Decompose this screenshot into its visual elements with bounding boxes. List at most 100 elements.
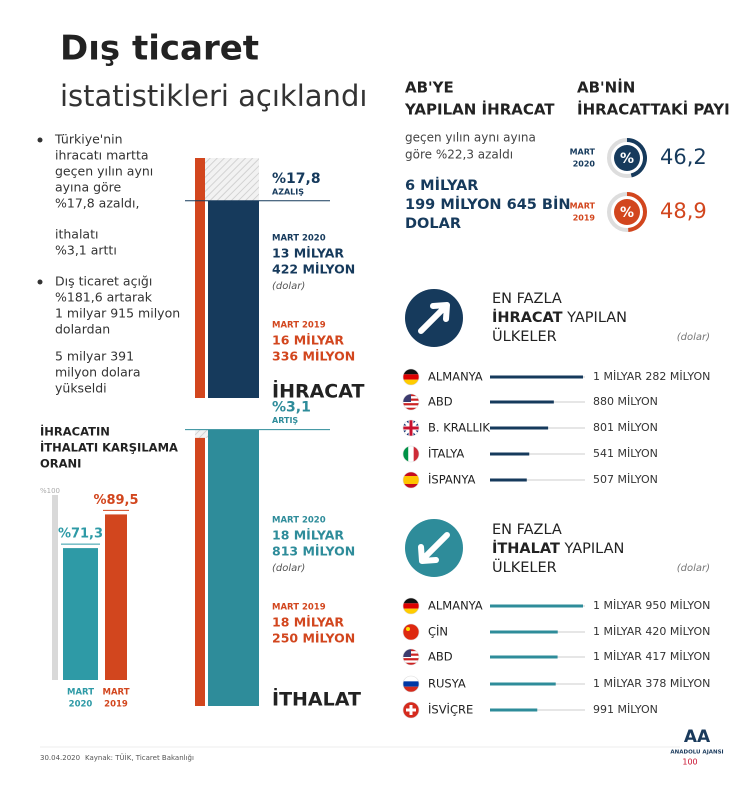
agency: ANADOLU AJANSI (670, 750, 723, 756)
title: Dış ticaret (60, 29, 259, 69)
list-heading: EN FAZLA (492, 291, 562, 307)
value-line: 250 MİLYON (272, 631, 355, 646)
difference-hatch (195, 158, 259, 201)
change-label: AZALIŞ (272, 187, 304, 196)
flag-ring (402, 393, 420, 411)
period: MART (67, 688, 94, 698)
flag-body (403, 624, 419, 640)
donut-arc (626, 192, 647, 232)
country-value: 507 MİLYON (593, 473, 658, 486)
flag-body (403, 446, 419, 462)
country-bar (490, 604, 583, 608)
country-bar (490, 426, 549, 430)
max-track (52, 495, 58, 680)
country: ÇİN (428, 624, 448, 639)
flag-body (403, 676, 419, 692)
flag-part (403, 676, 419, 682)
flag (402, 701, 420, 719)
unit: (dolar) (677, 332, 710, 343)
flag (402, 597, 420, 615)
flag-part (409, 420, 413, 436)
heading-part: YAPILAN (560, 541, 624, 557)
eu-note: göre %22,3 azaldı (405, 148, 513, 162)
period: MART 2019 (272, 321, 326, 331)
flag-ring (402, 648, 420, 666)
value-line: 16 MİLYAR (272, 333, 344, 348)
flag-part (403, 662, 419, 665)
flag-ring (402, 419, 420, 437)
donut-core (614, 199, 640, 225)
period: MART 2020 (272, 516, 326, 526)
coverage-title: ORANI (40, 457, 81, 471)
flag-body (403, 702, 419, 718)
summary-line: %3,1 arttı (55, 243, 117, 258)
flag-part (403, 660, 419, 663)
value-label: %89,5 (93, 493, 138, 508)
flag-part (403, 686, 419, 692)
change-value: %3,1 (272, 400, 311, 416)
eu-heading: AB'YE (405, 79, 454, 97)
section-label: İHRACAT (272, 379, 364, 403)
flag-part (403, 379, 419, 385)
donut-icon: % (620, 151, 634, 167)
flag-part (403, 598, 419, 604)
unit: (dolar) (677, 563, 710, 574)
donut-core (614, 145, 640, 171)
eu-heading: YAPILAN İHRACAT (404, 100, 555, 119)
flag-body (403, 369, 419, 385)
eu-amount: DOLAR (405, 216, 461, 232)
coverage-title: İTHALATI KARŞILAMA (40, 440, 178, 455)
change-label: ARTIŞ (272, 416, 298, 425)
heading-part: İTHALAT (492, 540, 560, 557)
list-heading: İTHALAT YAPILAN (492, 540, 624, 557)
flag-part (403, 658, 419, 661)
flag-ring (402, 597, 420, 615)
summary-line: 1 milyar 915 milyon (55, 306, 180, 321)
share-value: 46,2 (660, 145, 707, 169)
country-value: 1 MİLYAR 420 MİLYON (593, 625, 710, 638)
unit: (dolar) (272, 563, 305, 574)
country: ALMANYA (428, 370, 483, 384)
period: MART (570, 148, 596, 157)
list-arrow (418, 302, 450, 334)
country: RUSYA (428, 677, 466, 691)
value-line: 422 MİLYON (272, 262, 355, 277)
heading-part: İHRACAT (492, 309, 563, 326)
flag-part (406, 627, 410, 631)
flag-part (403, 476, 419, 484)
flag-part (403, 681, 419, 687)
flag (402, 648, 420, 666)
share-heading: İHRACATTAKİ PAYI (577, 100, 730, 119)
flag (402, 623, 420, 641)
country-value: 1 MİLYAR 417 MİLYON (593, 650, 710, 663)
list-heading: İHRACAT YAPILAN (492, 309, 627, 326)
donut-icon: % (620, 205, 634, 221)
country-value: 801 MİLYON (593, 421, 658, 434)
flag-ring (402, 623, 420, 641)
eu-amount: 6 MİLYAR (405, 177, 478, 194)
period: MART 2019 (272, 603, 326, 613)
summary-line: %17,8 azaldı, (55, 196, 139, 211)
flag-part (403, 407, 419, 410)
flag-part (403, 608, 419, 614)
date: 30.04.2020 (40, 754, 80, 762)
country-bar (490, 708, 538, 712)
list-heading: ÜLKELER (492, 327, 557, 345)
bar (208, 429, 259, 706)
summary-line: ithalatı (55, 227, 98, 242)
value-line: 13 MİLYAR (272, 246, 344, 261)
period: MART (103, 688, 130, 698)
country-bar (490, 400, 554, 404)
coverage-bar (63, 548, 98, 680)
eu-note: geçen yılın aynı ayına (405, 131, 536, 145)
anniversary: 100 (682, 758, 697, 767)
share-value: 48,9 (660, 199, 707, 223)
flag-part (403, 446, 409, 462)
country: ABD (428, 650, 453, 664)
coverage-bar (105, 514, 127, 680)
period: 2020 (573, 160, 596, 169)
period: 2020 (69, 700, 93, 710)
value-line: 813 MİLYON (272, 544, 355, 559)
flag (402, 393, 420, 411)
